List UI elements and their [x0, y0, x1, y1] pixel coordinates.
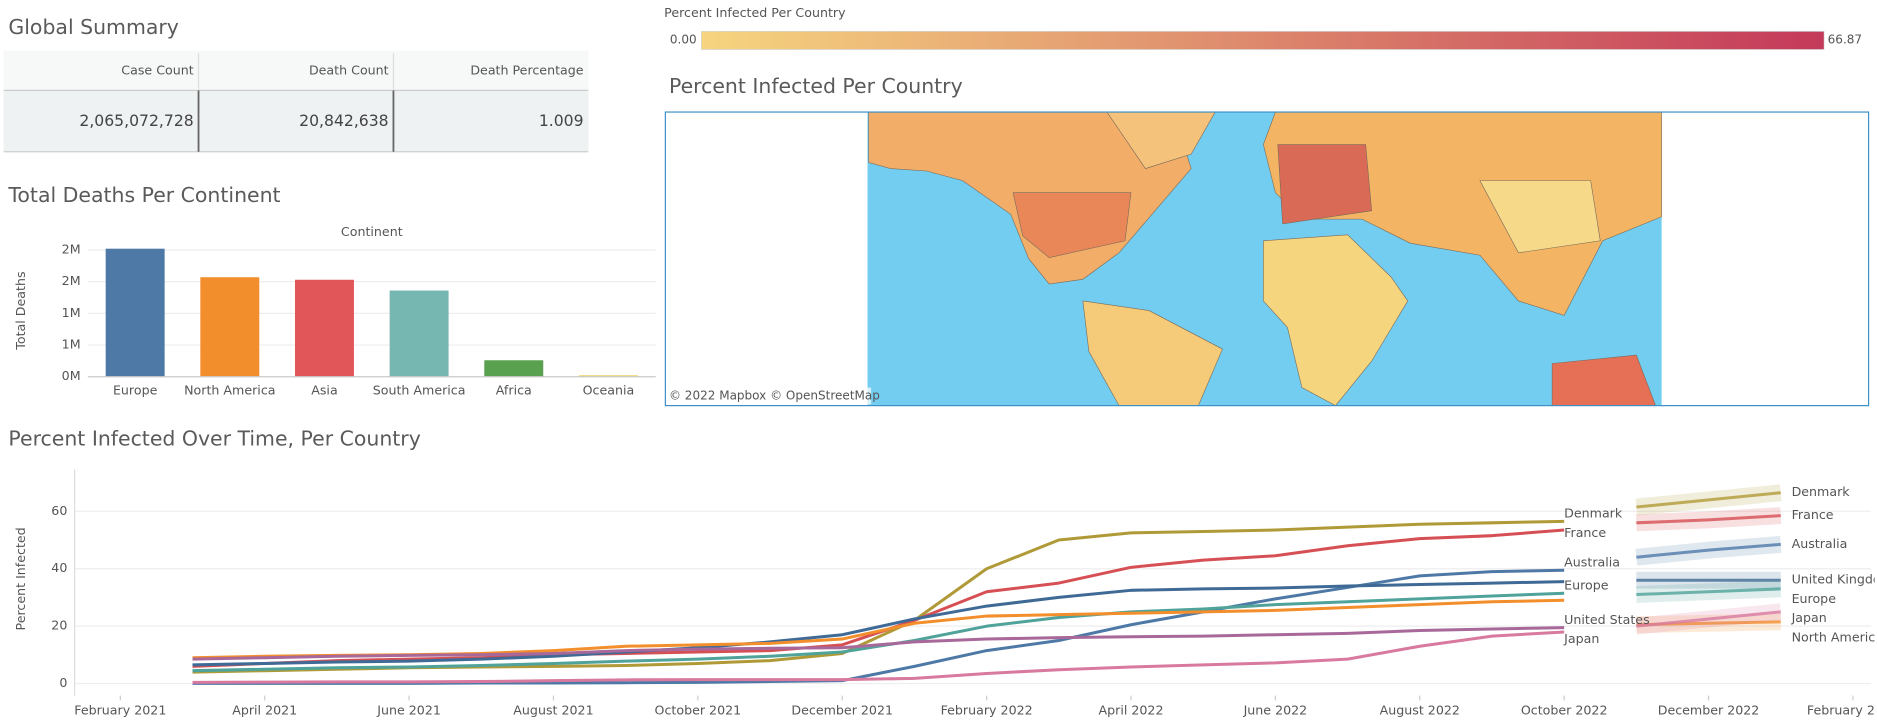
- x-tick-label: December 2022: [1658, 703, 1760, 718]
- x-tick-label: April 2022: [1099, 703, 1164, 718]
- x-tick-label: June 2022: [1243, 703, 1308, 718]
- map-attribution: © 2022 Mapbox © OpenStreetMap: [669, 388, 880, 402]
- y-tick-label: 1M: [62, 337, 81, 352]
- table-cell: 20,842,638: [299, 111, 388, 130]
- series-line: [192, 626, 1565, 661]
- forecast-line: [1636, 491, 1781, 509]
- table-header: Death Count: [309, 63, 389, 78]
- bar: [105, 248, 165, 377]
- bar: [389, 290, 449, 377]
- x-tick-label: Asia: [311, 383, 337, 398]
- table-header: Death Percentage: [470, 63, 583, 78]
- forecast-line: [1636, 587, 1781, 597]
- series-line: [192, 598, 1565, 660]
- series-label: United Kingdom: [1792, 572, 1877, 587]
- series-label: Japan: [1791, 610, 1827, 625]
- bar-header: Continent: [341, 224, 403, 239]
- table-row-bg: [3, 90, 589, 152]
- y-axis-label: Total Deaths: [13, 271, 28, 350]
- x-tick-label: Africa: [496, 383, 532, 398]
- series-label: France: [1564, 525, 1606, 540]
- forecast-line: [1636, 610, 1781, 628]
- land: [1012, 192, 1132, 258]
- land: [1479, 180, 1601, 254]
- forecast-line: [1636, 514, 1781, 525]
- series-label: Europe: [1792, 591, 1837, 606]
- map: © 2022 Mapbox © OpenStreetMap: [664, 111, 1870, 407]
- y-tick-label: 2M: [62, 241, 81, 256]
- x-tick-label: October 2022: [1521, 703, 1608, 718]
- x-tick-label: Oceania: [583, 383, 635, 398]
- y-tick-label: 60: [51, 503, 67, 518]
- legend-title: Percent Infected Per Country: [664, 5, 846, 20]
- series-label: Europe: [1564, 577, 1609, 592]
- bar: [294, 279, 354, 377]
- map-border: [664, 111, 1870, 407]
- table-cell: 2,065,072,728: [79, 111, 193, 130]
- series-label: Denmark: [1564, 506, 1623, 521]
- x-tick-label: Europe: [113, 383, 158, 398]
- x-tick-label: February 2021: [74, 703, 166, 718]
- x-tick-label: August 2021: [513, 703, 593, 718]
- x-tick-label: February 2023: [1807, 703, 1877, 718]
- series-label: North America: [1792, 629, 1877, 644]
- series-label: Australia: [1564, 554, 1620, 569]
- y-tick-label: 40: [51, 560, 67, 575]
- x-tick-label: June 2021: [376, 703, 441, 718]
- y-tick-label: 0M: [62, 368, 81, 383]
- summary-title: Global Summary: [8, 15, 178, 39]
- color-legend: [701, 31, 1825, 50]
- y-axis-label: Percent Infected: [13, 527, 28, 630]
- x-tick-label: December 2021: [791, 703, 893, 718]
- x-tick-label: October 2021: [655, 703, 742, 718]
- legend-labels: 0.00 66.87: [670, 32, 1862, 46]
- table-header-bg: [3, 50, 589, 91]
- table-cell: 1.009: [539, 111, 584, 130]
- legend-label: 0.00: [670, 32, 697, 46]
- x-tick-label: April 2021: [232, 703, 297, 718]
- series-label: Denmark: [1792, 484, 1851, 499]
- x-tick-label: August 2022: [1380, 703, 1460, 718]
- land: [1277, 144, 1372, 225]
- y-tick-label: 2M: [62, 273, 81, 288]
- attribution-bg: [666, 387, 872, 405]
- series-line: [192, 580, 1565, 667]
- land: [1263, 234, 1409, 407]
- series-label: Australia: [1792, 536, 1848, 551]
- bar-chart: 0M 1M 1M 2M 2M Europe North America Asia South A…: [62, 241, 656, 398]
- bar: [200, 277, 260, 377]
- series-label: United States: [1564, 612, 1650, 627]
- x-tick-label: South America: [373, 383, 466, 398]
- series-label: Japan: [1563, 631, 1599, 646]
- x-tick-label: North America: [184, 383, 275, 398]
- series-line: [192, 630, 1565, 684]
- legend-label: 66.87: [1828, 32, 1862, 46]
- line-title: Percent Infected Over Time, Per Country: [8, 426, 420, 450]
- bar: [484, 360, 544, 377]
- y-tick-label: 0: [59, 675, 67, 690]
- y-tick-label: 20: [51, 618, 67, 633]
- x-tick-label: February 2022: [941, 703, 1033, 718]
- y-tick-label: 1M: [62, 305, 81, 320]
- map-title: Percent Infected Per Country: [669, 74, 963, 98]
- line-chart: 0 20 40 60 February 2021 April 2021 June 2021 A…: [51, 469, 1877, 718]
- forecast-line: [1636, 542, 1781, 559]
- bar: [578, 375, 638, 377]
- table-header: Case Count: [121, 63, 193, 78]
- series-label: France: [1792, 507, 1834, 522]
- bar-title: Total Deaths Per Continent: [7, 183, 280, 207]
